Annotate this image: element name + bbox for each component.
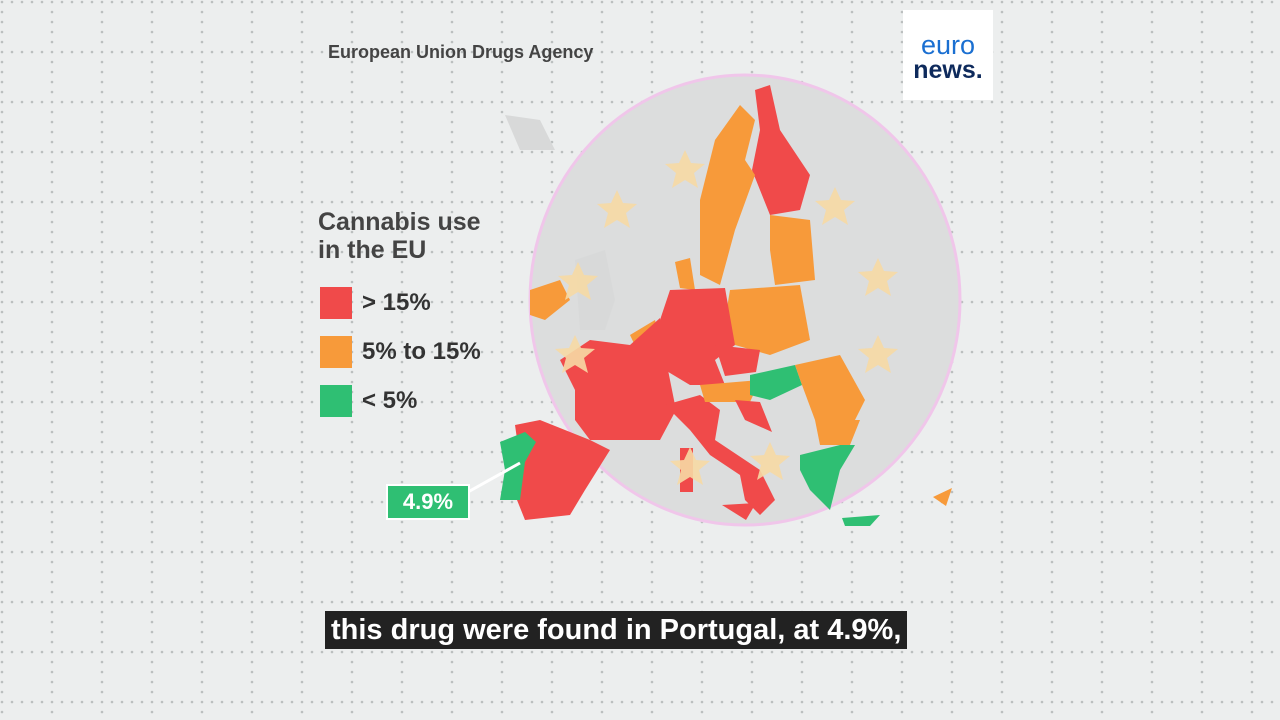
logo: euro news. [903, 10, 993, 100]
callout-line [467, 461, 521, 494]
legend-label: 5% to 15% [362, 338, 481, 365]
legend-item: 5% to 15% [320, 336, 481, 368]
source: European Union Drugs Agency [328, 42, 594, 62]
countries [500, 85, 952, 526]
legend-label: > 15% [362, 289, 431, 316]
legend-item: > 15% [320, 287, 431, 319]
legend-label: < 5% [362, 387, 418, 414]
logo-bottom: news. [913, 56, 983, 84]
legend-swatch [320, 385, 352, 417]
caption: this drug were found in Portugal, at 4.9… [325, 611, 908, 649]
legend-title: Cannabis use in the EU [318, 208, 481, 264]
legend-swatch [320, 287, 352, 319]
legend-title-line: Cannabis use [318, 208, 481, 236]
legend-title-line: in the EU [318, 236, 427, 264]
legend-item: < 5% [320, 385, 417, 417]
callout: 4.9% [386, 484, 470, 520]
logo-top: euro [920, 30, 976, 60]
legend-swatch [320, 336, 352, 368]
